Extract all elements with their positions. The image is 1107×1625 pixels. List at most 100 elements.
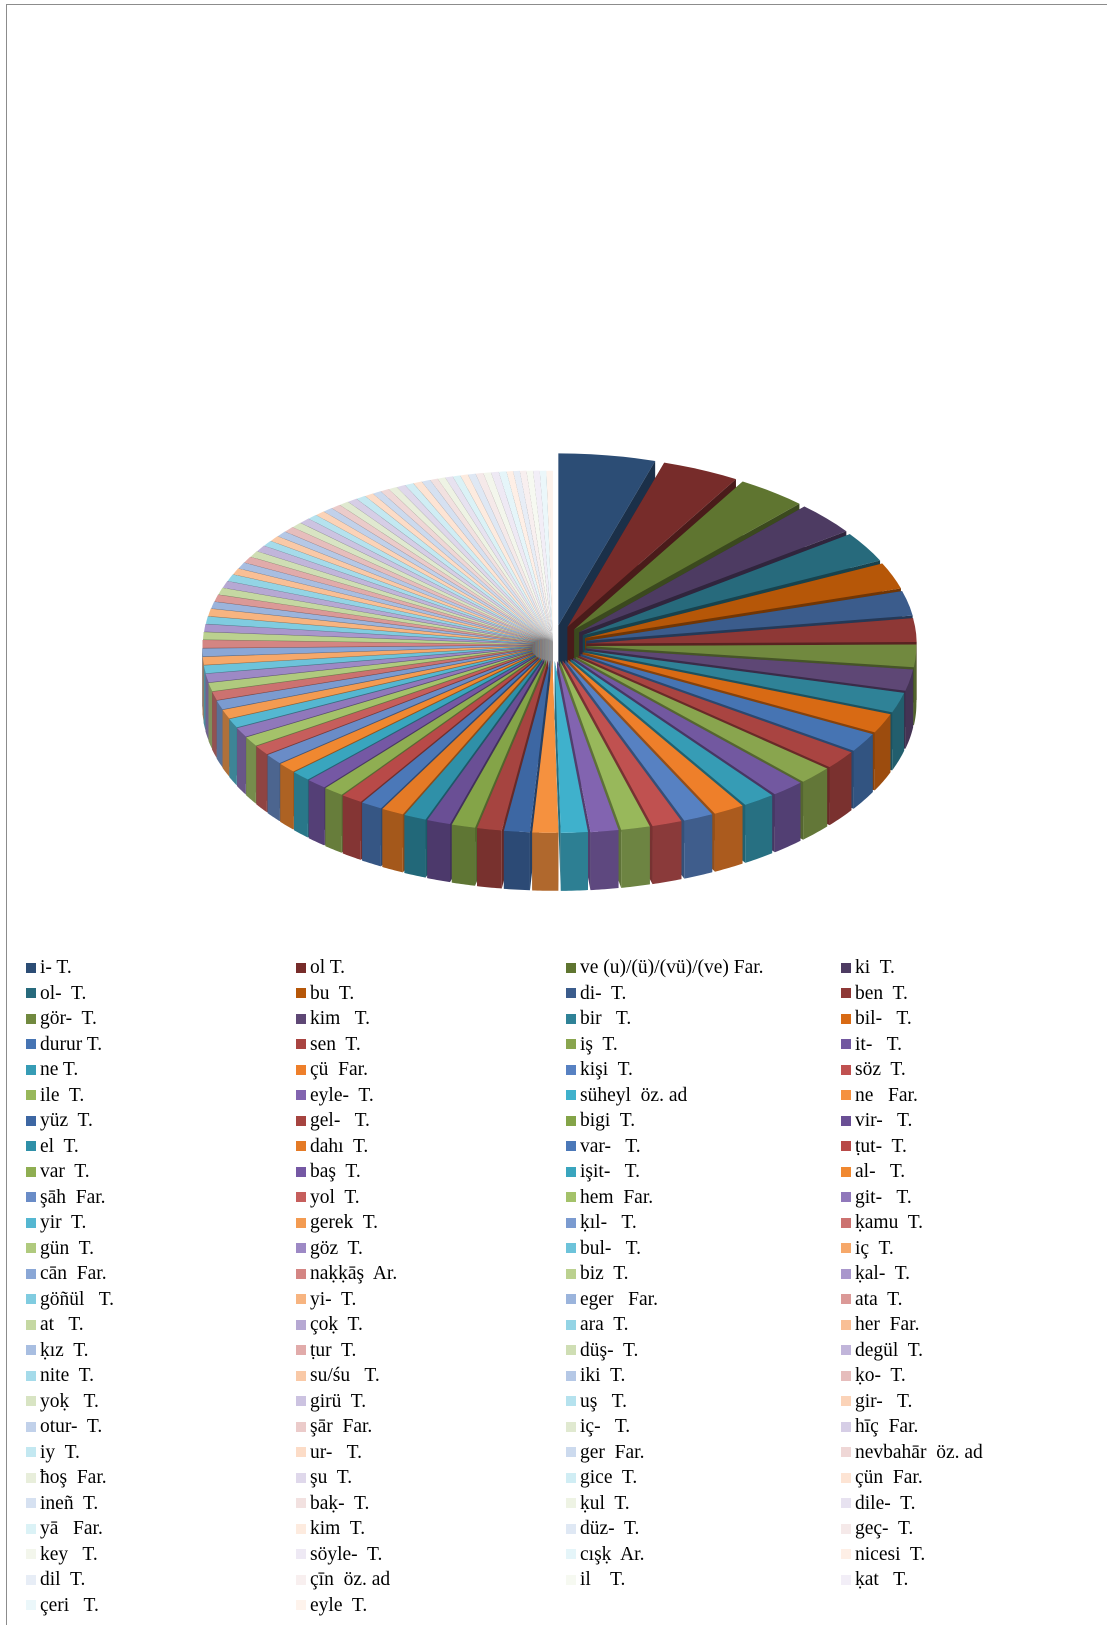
legend-label: nicesi T.: [855, 1543, 926, 1565]
legend-label: ħoş Far.: [40, 1467, 107, 1488]
pie-slice-top: [373, 491, 548, 640]
legend-label: baş T.: [310, 1161, 361, 1182]
legend-item: al- T.: [841, 1159, 1086, 1185]
legend-label: gir- T.: [855, 1390, 913, 1412]
legend-item: cışḳ Ar.: [566, 1542, 841, 1568]
legend-label: çeri T.: [40, 1594, 99, 1616]
legend-swatch: [566, 1013, 576, 1024]
pie-slice-top: [365, 493, 547, 640]
legend-item: dahı T.: [296, 1134, 566, 1160]
pie-slice-top: [212, 648, 532, 701]
legend-swatch: [26, 1039, 36, 1050]
legend-swatch: [26, 1243, 36, 1254]
pie-slice-top: [216, 649, 532, 710]
legend-label: uş T.: [580, 1390, 627, 1412]
legend-item: yi- T.: [296, 1287, 566, 1313]
legend-item: girü T.: [296, 1389, 566, 1415]
legend-swatch: [26, 1217, 36, 1228]
pie-slice-top: [300, 518, 543, 640]
pie-slice-top: [205, 616, 534, 644]
pie-slice-top: [222, 581, 537, 642]
legend-label: eyle- T.: [310, 1084, 374, 1106]
legend-label: ben T.: [855, 982, 908, 1004]
pie-slice-rim: [256, 746, 267, 813]
pie-slice-top: [382, 658, 541, 815]
legend-swatch: [841, 1115, 851, 1126]
legend-item: çeri T.: [26, 1593, 296, 1619]
pie-slice-rim: [216, 700, 223, 768]
legend-item: şār Far.: [296, 1414, 566, 1440]
legend-item: yir T.: [26, 1210, 296, 1236]
legend-label: kişi T.: [580, 1059, 633, 1080]
legend-swatch: [841, 1294, 851, 1305]
legend-label: hīç Far.: [855, 1416, 919, 1437]
legend-label: söz T.: [855, 1059, 906, 1080]
pie-slice-top: [483, 472, 552, 642]
legend-label: ki T.: [855, 957, 895, 978]
pie-slice-top: [586, 618, 917, 644]
legend-label: süheyl öz. ad: [580, 1084, 688, 1106]
legend-swatch: [26, 1013, 36, 1024]
pie-slice-top: [498, 471, 553, 642]
legend-label: vir- T.: [855, 1110, 913, 1131]
legend-label: kim T.: [310, 1008, 370, 1029]
legend-swatch: [296, 1600, 306, 1611]
legend-item: gerek T.: [296, 1210, 566, 1236]
pie-slice-rim: [621, 826, 650, 888]
pie-slice-top: [331, 504, 545, 640]
pie-slice-top: [204, 624, 534, 644]
legend-item: baş T.: [296, 1159, 566, 1185]
legend-label: gör- T.: [40, 1008, 97, 1029]
legend-item: göñül T.: [26, 1287, 296, 1313]
legend-swatch: [841, 1396, 851, 1407]
legend-item: iş T.: [566, 1032, 841, 1058]
pie-slice-rim: [212, 691, 217, 759]
legend-item: nevbahār öz. ad: [841, 1440, 1086, 1466]
pie-slice-top: [238, 562, 538, 641]
legend-swatch: [566, 1217, 576, 1228]
legend-item: gir- T.: [841, 1389, 1086, 1415]
legend-label: ineñ T.: [40, 1492, 99, 1514]
pie-slice-top: [323, 508, 545, 640]
legend-label: di- T.: [580, 982, 627, 1004]
legend-label: ara T.: [580, 1314, 629, 1335]
legend-item: söyle- T.: [296, 1542, 566, 1568]
legend-swatch: [296, 1294, 306, 1305]
pie-slice-rim: [905, 669, 914, 749]
legend-label: iç- T.: [580, 1416, 631, 1437]
legend-swatch: [296, 1574, 306, 1585]
legend-item: iç T.: [841, 1236, 1086, 1262]
legend-label: bil- T.: [855, 1008, 912, 1029]
legend-label: şu T.: [310, 1467, 353, 1488]
legend-item: iy T.: [26, 1440, 296, 1466]
legend-label: düz- T.: [580, 1518, 640, 1539]
legend-item: bir T.: [566, 1006, 841, 1032]
legend-item: geç- T.: [841, 1516, 1086, 1542]
legend-swatch: [841, 1064, 851, 1075]
pie-slice-rim: [590, 829, 619, 891]
pie-slice-rim: [684, 814, 713, 879]
legend-swatch: [841, 962, 851, 973]
pie-slice-rim: [308, 780, 325, 846]
legend-swatch: [566, 988, 576, 999]
legend-item: ḳul T.: [566, 1491, 841, 1517]
pie-slice-top: [325, 656, 538, 795]
pie-slice-top: [430, 478, 550, 641]
pie-slice-rim: [267, 755, 280, 822]
pie-slice-top: [575, 656, 828, 782]
pie-slice-top: [267, 653, 534, 764]
legend-label: yüz T.: [40, 1110, 93, 1131]
pie-slice-rim: [229, 719, 237, 786]
legend-label: git- T.: [855, 1186, 912, 1208]
legend-swatch: [841, 1574, 851, 1585]
legend-label: el T.: [40, 1135, 79, 1157]
legend-swatch: [566, 1268, 576, 1279]
pie-slice-top: [203, 646, 532, 674]
legend-label: hem Far.: [580, 1186, 654, 1208]
pie-slice-top: [452, 475, 551, 641]
legend-swatch: [296, 1447, 306, 1458]
legend-item: dil T.: [26, 1567, 296, 1593]
legend-label: var T.: [40, 1161, 90, 1182]
legend-label: nite T.: [40, 1365, 94, 1386]
legend-label: dahı T.: [310, 1135, 369, 1157]
